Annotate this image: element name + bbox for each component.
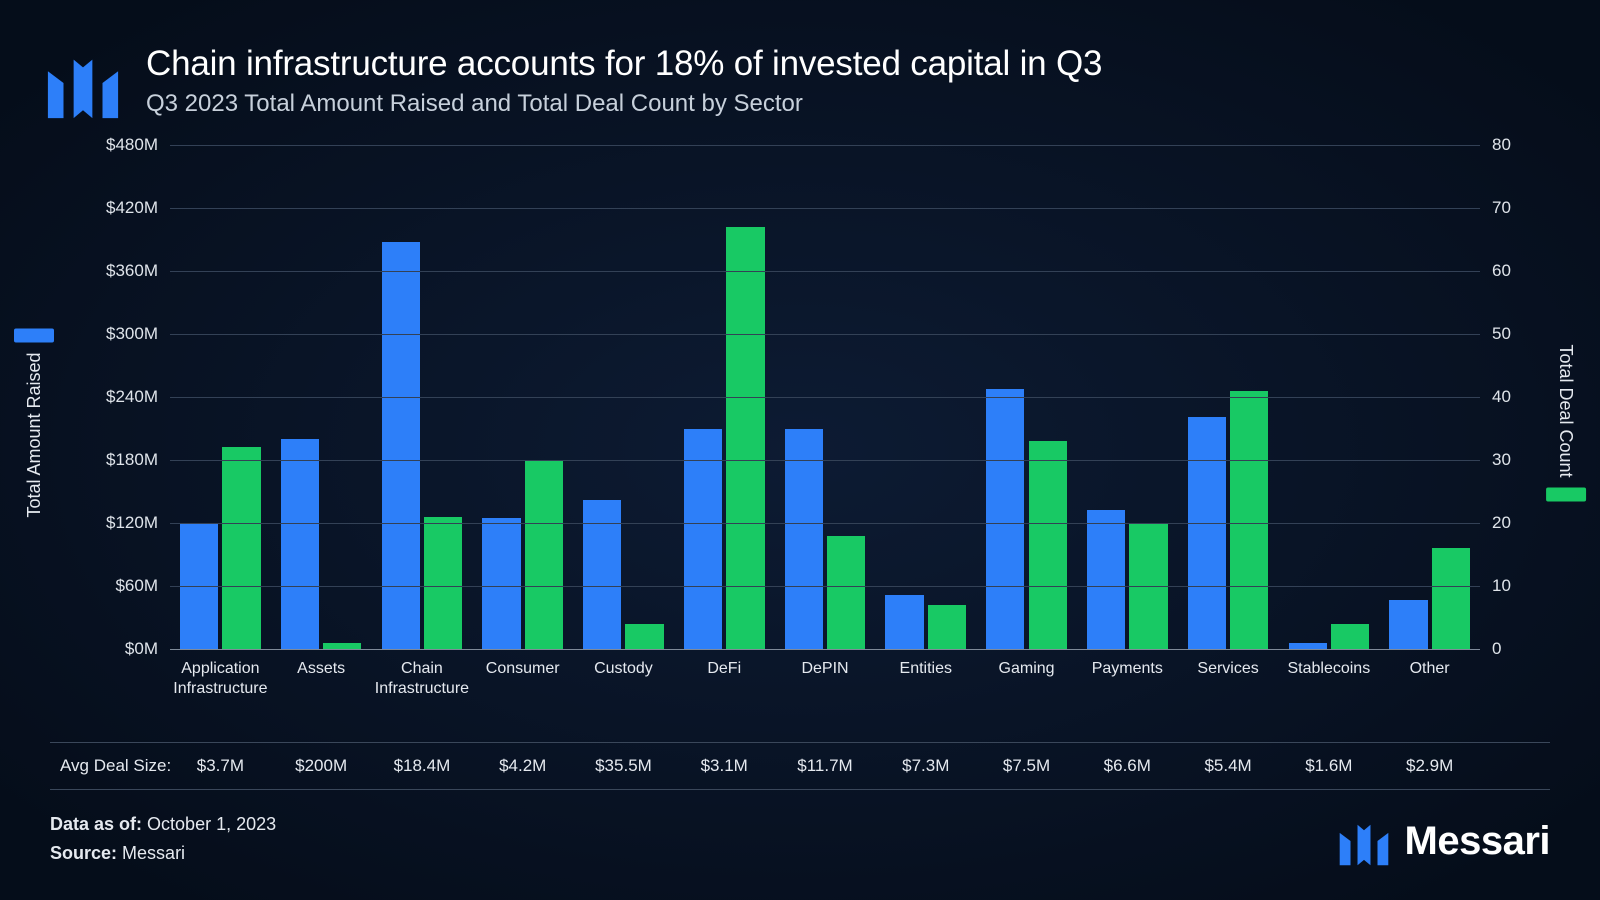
- avg-deal-size-value: $18.4M: [394, 756, 451, 776]
- avg-deal-size-value: $11.7M: [797, 756, 852, 776]
- bar-deals: [424, 517, 462, 649]
- ytick-left: $300M: [106, 324, 158, 344]
- bar-deals: [1331, 624, 1369, 649]
- bar-amount: [684, 429, 722, 650]
- bar-deals: [1230, 391, 1268, 649]
- ytick-right: 30: [1492, 450, 1511, 470]
- avg-deal-size-value: $3.7M: [197, 756, 244, 776]
- plot-area: ApplicationInfrastructureAssetsChainInfr…: [170, 145, 1480, 650]
- gridline: [170, 145, 1480, 146]
- footer-brand: Messari: [1337, 814, 1550, 868]
- footer-meta: Data as of: October 1, 2023 Source: Mess…: [50, 814, 276, 864]
- left-axis-swatch: [14, 328, 54, 342]
- ytick-left: $240M: [106, 387, 158, 407]
- chart-frame: Chain infrastructure accounts for 18% of…: [0, 0, 1600, 900]
- gridline: [170, 397, 1480, 398]
- avg-deal-size-value: $2.9M: [1406, 756, 1453, 776]
- avg-deal-size-value: $200M: [295, 756, 347, 776]
- gridline: [170, 334, 1480, 335]
- gridline: [170, 208, 1480, 209]
- avg-deal-size-value: $35.5M: [595, 756, 652, 776]
- ytick-right: 60: [1492, 261, 1511, 281]
- chart-title: Chain infrastructure accounts for 18% of…: [146, 44, 1102, 84]
- bar-deals: [222, 447, 260, 649]
- data-as-of-label: Data as of:: [50, 814, 142, 834]
- ytick-left: $60M: [115, 576, 158, 596]
- chart-area: Total Amount Raised Total Deal Count App…: [50, 145, 1550, 700]
- avg-deal-size-label: Avg Deal Size:: [60, 756, 171, 776]
- ytick-right: 40: [1492, 387, 1511, 407]
- bar-deals: [1432, 548, 1470, 649]
- bar-amount: [1188, 417, 1226, 649]
- gridline: [170, 460, 1480, 461]
- avg-deal-size-value: $7.5M: [1003, 756, 1050, 776]
- avg-deal-size-value: $1.6M: [1305, 756, 1352, 776]
- source-label: Source:: [50, 843, 117, 863]
- chart-subtitle: Q3 2023 Total Amount Raised and Total De…: [146, 90, 1102, 118]
- brand-logo-icon: [44, 44, 122, 122]
- bar-deals: [625, 624, 663, 649]
- bar-amount: [1087, 510, 1125, 649]
- data-as-of-value: October 1, 2023: [147, 814, 276, 834]
- ytick-left: $120M: [106, 513, 158, 533]
- left-axis-title-text: Total Amount Raised: [24, 352, 45, 517]
- ytick-right: 20: [1492, 513, 1511, 533]
- bar-deals: [928, 605, 966, 649]
- bar-deals: [323, 643, 361, 649]
- ytick-right: 80: [1492, 135, 1511, 155]
- right-axis-swatch: [1546, 487, 1586, 501]
- bar-amount: [281, 439, 319, 649]
- gridline: [170, 586, 1480, 587]
- bar-amount: [1289, 643, 1327, 649]
- ytick-left: $420M: [106, 198, 158, 218]
- brand-name: Messari: [1405, 819, 1550, 864]
- bar-amount: [1389, 600, 1427, 649]
- ytick-left: $360M: [106, 261, 158, 281]
- ytick-right: 10: [1492, 576, 1511, 596]
- ytick-left: $480M: [106, 135, 158, 155]
- bar-deals: [1029, 441, 1067, 649]
- bar-deals: [525, 460, 563, 649]
- brand-logo-icon: [1337, 814, 1391, 868]
- bar-amount: [382, 242, 420, 649]
- bar-deals: [827, 536, 865, 649]
- header: Chain infrastructure accounts for 18% of…: [44, 44, 1102, 122]
- x-axis-label: Other: [1359, 659, 1500, 679]
- right-axis-title: Total Deal Count: [1546, 344, 1586, 501]
- avg-deal-size-value: $7.3M: [902, 756, 949, 776]
- source: Source: Messari: [50, 843, 276, 864]
- bar-amount: [986, 389, 1024, 649]
- avg-deal-size-value: $6.6M: [1104, 756, 1151, 776]
- gridline: [170, 271, 1480, 272]
- left-axis-title: Total Amount Raised: [14, 328, 54, 517]
- avg-deal-size-value: $3.1M: [701, 756, 748, 776]
- avg-deal-size-value: $5.4M: [1204, 756, 1251, 776]
- right-axis-title-text: Total Deal Count: [1556, 344, 1577, 477]
- gridline: [170, 523, 1480, 524]
- avg-deal-size-cells: $3.7M $200M $18.4M $4.2M $35.5M $3.1M $11.7M $7…: [170, 743, 1480, 789]
- avg-deal-size-value: $4.2M: [499, 756, 546, 776]
- ytick-left: $180M: [106, 450, 158, 470]
- ytick-right: 50: [1492, 324, 1511, 344]
- bar-amount: [885, 595, 923, 649]
- ytick-right: 0: [1492, 639, 1501, 659]
- ytick-left: $0M: [125, 639, 158, 659]
- ytick-right: 70: [1492, 198, 1511, 218]
- bar-amount: [785, 429, 823, 650]
- source-value: Messari: [122, 843, 185, 863]
- avg-deal-size-row: Avg Deal Size: $3.7M $200M $18.4M $4.2M $35.…: [50, 742, 1550, 790]
- bar-amount: [482, 518, 520, 649]
- data-as-of: Data as of: October 1, 2023: [50, 814, 276, 835]
